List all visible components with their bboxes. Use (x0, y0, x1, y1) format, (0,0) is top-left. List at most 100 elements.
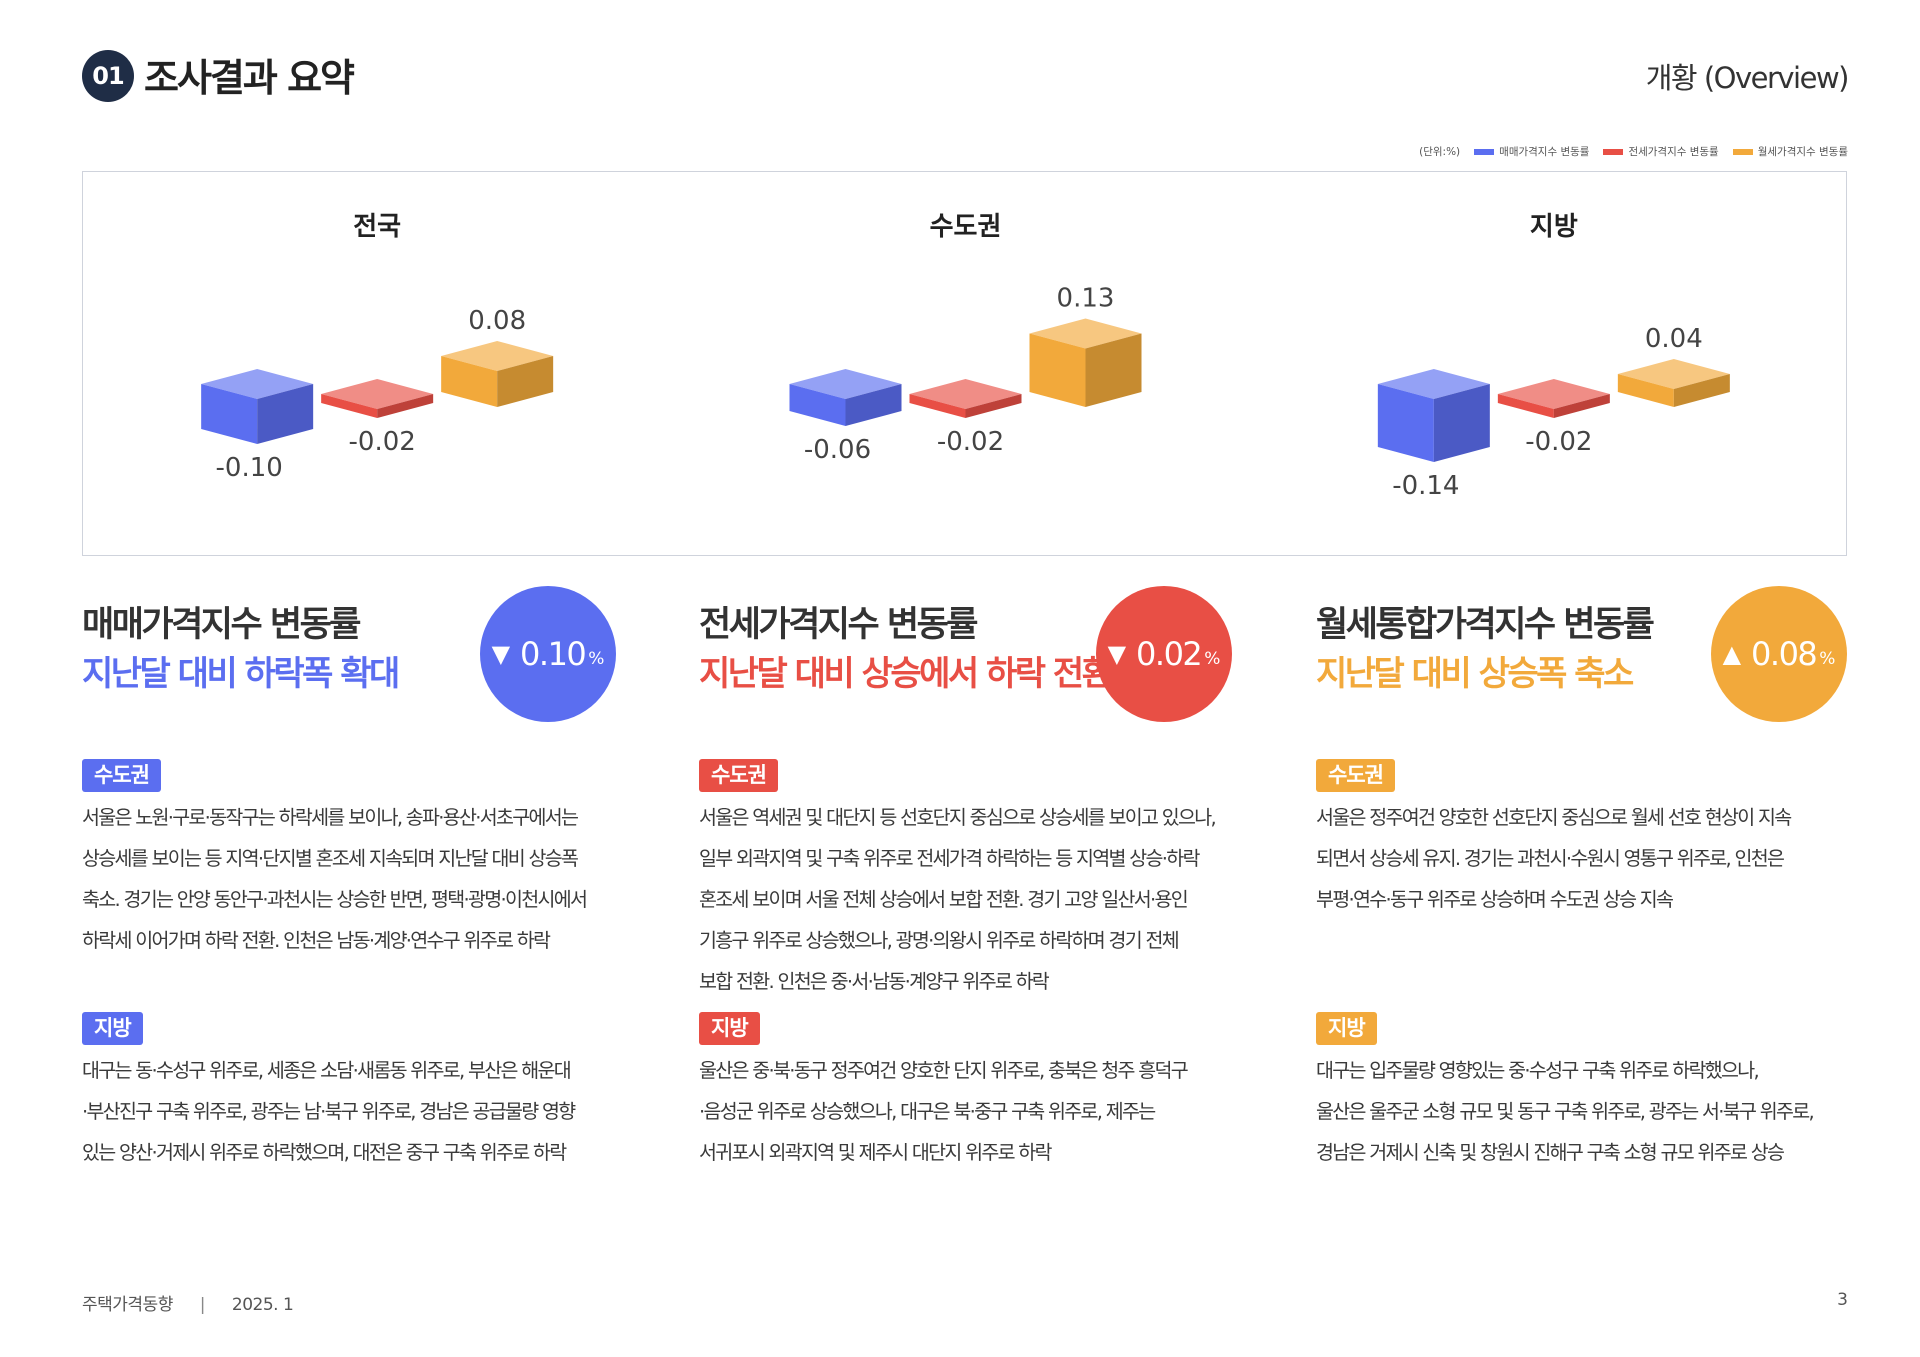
data-label: 0.04 (1645, 324, 1703, 354)
bar-left-face (441, 356, 498, 407)
tag-capital: 수도권 (1316, 759, 1395, 792)
column-title: 월세통합가격지수 변동률 (1316, 605, 1655, 645)
text-line: 기흥구 위주로 상승했으나, 광명·의왕시 위주로 하락하며 경기 전체 (699, 929, 1180, 952)
bar-left-face (321, 394, 378, 418)
paragraph-local: 울산은 중·북·동구 정주여건 양호한 단지 위주로, 충북은 청주 흥덕구 ·… (699, 1050, 1239, 1173)
bar-right-face (845, 384, 902, 426)
bar-right-face (497, 356, 554, 407)
bar-right-face (377, 394, 434, 418)
bar-left-face (1617, 374, 1674, 407)
data-label: -0.02 (937, 427, 1004, 457)
column-jeonse: 전세가격지수 변동률 지난달 대비 상승에서 하락 전환 ▼ 0.02 % 수도… (699, 586, 1232, 1164)
text-line: 대구는 입주물량 영향있는 중·수성구 구축 위주로 하락했으나, (1316, 1059, 1760, 1082)
change-circle: ▲ 0.08 % (1711, 586, 1847, 722)
legend-unit: (단위:%) (1419, 146, 1461, 158)
text-line: 있는 양산·거제시 위주로 하락했으며, 대전은 중구 구축 위주로 하락 (82, 1141, 567, 1164)
data-label: -0.02 (1525, 427, 1592, 457)
change-circle: ▼ 0.02 % (1096, 586, 1232, 722)
change-unit: % (1204, 648, 1221, 669)
up-arrow-icon: ▲ (1722, 640, 1742, 668)
page-number: 3 (1837, 1290, 1848, 1310)
data-label: -0.02 (349, 427, 416, 457)
tag-local: 지방 (699, 1012, 760, 1045)
paragraph-local: 대구는 입주물량 영향있는 중·수성구 구축 위주로 하락했으나, 울산은 울주… (1316, 1050, 1856, 1173)
down-arrow-icon: ▼ (491, 640, 511, 668)
text-line: 대구는 동·수성구 위주로, 세종은 소담·새롬동 위주로, 부산은 해운대 (82, 1059, 572, 1082)
text-line: 보합 전환. 인천은 중·서·남동·계양구 위주로 하락 (699, 970, 1050, 993)
chart-legend: (단위:%) 매매가격지수 변동률 전세가격지수 변동률 월세가격지수 변동률 (1419, 144, 1848, 159)
footer-date: 2025. 1 (231, 1295, 294, 1315)
legend-item-jeonse: 전세가격지수 변동률 (1603, 144, 1719, 159)
data-label: 0.13 (1057, 284, 1115, 314)
bar-left-face (909, 394, 966, 418)
text-line: 울산은 중·북·동구 정주여건 양호한 단지 위주로, 충북은 청주 흥덕구 (699, 1059, 1189, 1082)
bar-left-face (789, 384, 846, 426)
legend-swatch-monthly (1732, 148, 1753, 155)
data-label: 0.08 (468, 306, 526, 336)
chart-title: 전국 (353, 212, 401, 242)
footer-publication: 주택가격동향 (82, 1295, 173, 1315)
section-title: 조사결과 요약 (144, 56, 355, 100)
bar-right-face (1433, 384, 1490, 462)
legend-item-sale: 매매가격지수 변동률 (1474, 144, 1589, 159)
paragraph-local: 대구는 동·수성구 위주로, 세종은 소담·새롬동 위주로, 부산은 해운대 ·… (82, 1050, 622, 1173)
column-subtitle: 지난달 대비 상승에서 하락 전환 (699, 654, 1113, 694)
bar-top-face (201, 369, 314, 399)
bar-right-face (257, 384, 314, 444)
text-line: 축소. 경기는 안양 동안구·과천시는 상승한 반면, 평택·광명·이천시에서 (82, 888, 588, 911)
text-line: 서울은 역세권 및 대단지 등 선호단지 중심으로 상승세를 보이고 있으나, (699, 806, 1217, 829)
column-title: 매매가격지수 변동률 (82, 605, 362, 645)
text-line: 서울은 노원·구로·동작구는 하락세를 보이나, 송파·용산·서초구에서는 (82, 806, 579, 829)
text-line: 되면서 상승세 유지. 경기는 과천시·수원시 영통구 위주로, 인천은 (1316, 847, 1785, 870)
data-label: -0.14 (1392, 471, 1459, 501)
section-number-badge: 01 (82, 50, 134, 102)
legend-swatch-sale (1474, 148, 1495, 155)
text-line: ·음성군 위주로 상승했으나, 대구은 북·중구 구축 위주로, 제주는 (699, 1100, 1156, 1123)
footer-separator: | (199, 1295, 206, 1315)
tag-local: 지방 (1316, 1012, 1377, 1045)
tag-capital: 수도권 (82, 759, 161, 792)
legend-label-monthly: 월세가격지수 변동률 (1757, 146, 1848, 158)
text-line: 부평·연수·동구 위주로 상승하며 수도권 상승 지속 (1316, 888, 1674, 911)
text-line: 서울은 정주여건 양호한 선호단지 중심으로 월세 선호 현상이 지속 (1316, 806, 1792, 829)
change-value: 0.02 (1136, 635, 1203, 673)
bar-right-face (1673, 374, 1730, 407)
overview-label: 개황 (Overview) (1645, 61, 1850, 95)
change-value: 0.10 (520, 635, 587, 673)
change-value: 0.08 (1751, 635, 1818, 673)
legend-swatch-jeonse (1603, 148, 1624, 155)
chart-title: 지방 (1530, 212, 1578, 242)
column-monthly: 월세통합가격지수 변동률 지난달 대비 상승폭 축소 ▲ 0.08 % 수도권 … (1316, 586, 1847, 1164)
bar-left-face (1377, 384, 1434, 462)
tag-local: 지방 (82, 1012, 143, 1045)
bar-right-face (1553, 394, 1610, 418)
legend-label-sale: 매매가격지수 변동률 (1499, 146, 1590, 158)
change-unit: % (1819, 648, 1836, 669)
column-title: 전세가격지수 변동률 (699, 605, 979, 645)
text-line: 서귀포시 외곽지역 및 제주시 대단지 위주로 하락 (699, 1141, 1052, 1164)
change-unit: % (588, 648, 605, 669)
paragraph-capital: 서울은 정주여건 양호한 선호단지 중심으로 월세 선호 현상이 지속 되면서 … (1316, 797, 1856, 920)
column-subtitle: 지난달 대비 하락폭 확대 (82, 654, 400, 694)
bar-left-face (1029, 333, 1086, 407)
text-line: ·부산진구 구축 위주로, 광주는 남·북구 위주로, 경남은 공급물량 영향 (82, 1100, 576, 1123)
text-line: 울산은 울주군 소형 규모 및 동구 구축 위주로, 광주는 서·북구 위주로, (1316, 1100, 1815, 1123)
chart-title: 수도권 (930, 212, 1002, 242)
bar-right-face (965, 394, 1022, 418)
paragraph-capital: 서울은 역세권 및 대단지 등 선호단지 중심으로 상승세를 보이고 있으나, … (699, 797, 1239, 1002)
text-line: 하락세 이어가며 하락 전환. 인천은 남동·계양·연수구 위주로 하락 (82, 929, 551, 952)
column-subtitle: 지난달 대비 상승폭 축소 (1316, 654, 1634, 694)
text-line: 혼조세 보이며 서울 전체 상승에서 보합 전환. 경기 고양 일산서·용인 (699, 888, 1189, 911)
data-label: -0.10 (216, 453, 283, 483)
change-circle: ▼ 0.10 % (480, 586, 616, 722)
paragraph-capital: 서울은 노원·구로·동작구는 하락세를 보이나, 송파·용산·서초구에서는 상승… (82, 797, 622, 961)
text-line: 일부 외곽지역 및 구축 위주로 전세가격 하락하는 등 지역별 상승·하락 (699, 847, 1200, 870)
data-label: -0.06 (804, 435, 871, 465)
bar-right-face (1085, 333, 1142, 407)
tag-capital: 수도권 (699, 759, 778, 792)
footer: 주택가격동향 | 2025. 1 (82, 1290, 294, 1315)
column-sale: 매매가격지수 변동률 지난달 대비 하락폭 확대 ▼ 0.10 % 수도권 서울… (82, 586, 616, 1164)
chart-panel: 전국 -0.10 -0.02 0.08 수도권 -0.06 -0.02 0.13 지방 -0.14… (82, 171, 1847, 556)
legend-label-jeonse: 전세가격지수 변동률 (1628, 146, 1719, 158)
bar-left-face (1497, 394, 1554, 418)
